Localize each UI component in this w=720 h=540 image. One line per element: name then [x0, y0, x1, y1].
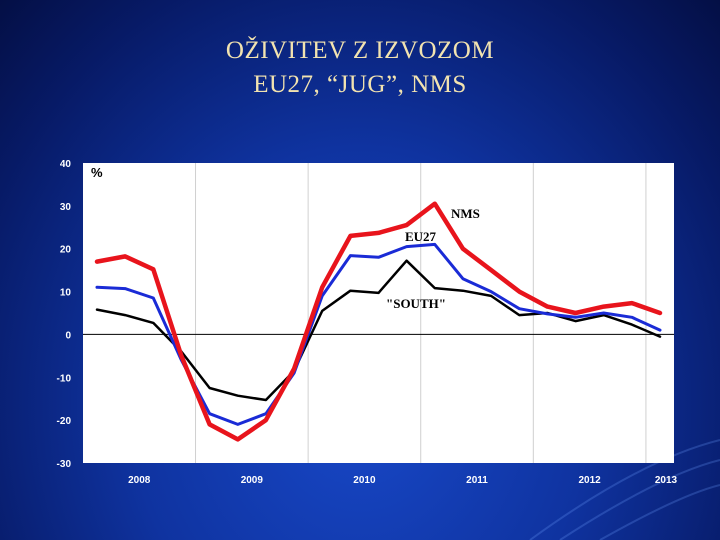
- series-line-nms: [94, 201, 663, 442]
- y-tick-label: 10: [60, 288, 72, 299]
- series-line-south: [95, 259, 662, 402]
- x-tick-label: 2011: [466, 475, 488, 486]
- series-label-eu27: EU27: [405, 229, 437, 244]
- x-tick-label: 2012: [579, 475, 602, 486]
- y-tick-label: -30: [57, 459, 72, 470]
- y-axis-ticks: 40 30 20 10 0 -10 -20 -30: [57, 159, 72, 470]
- y-tick-label: -10: [57, 373, 72, 384]
- y-tick-label: 20: [60, 245, 72, 256]
- x-tick-label: 2010: [353, 475, 376, 486]
- series-label-south: "SOUTH": [386, 296, 446, 311]
- y-tick-label: -20: [57, 416, 72, 427]
- x-tick-label: 2013: [655, 475, 678, 486]
- y-axis-unit: %: [91, 165, 103, 180]
- series-lines: [94, 201, 663, 442]
- slide-title-line-2: EU27, “JUG”, NMS: [253, 71, 467, 98]
- x-tick-label: 2009: [241, 475, 264, 486]
- y-tick-label: 30: [60, 202, 72, 213]
- x-tick-label: 2008: [128, 475, 151, 486]
- x-axis-ticks: 2008 2009 2010 2011 2012 2013: [128, 475, 677, 486]
- background-swirl: [529, 439, 720, 540]
- y-tick-label: 0: [65, 330, 71, 341]
- series-label-nms: NMS: [451, 206, 480, 221]
- slide-title-line-1: OŽIVITEV Z IZVOZOM: [225, 37, 495, 64]
- y-tick-label: 40: [60, 159, 72, 170]
